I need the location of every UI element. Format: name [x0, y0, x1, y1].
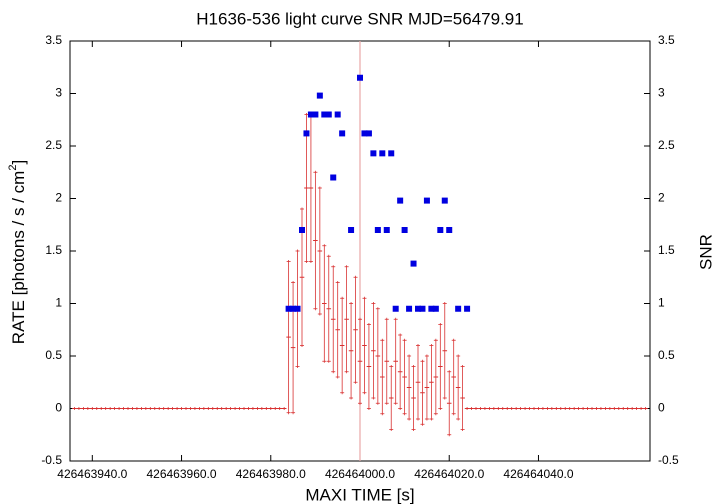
- snr-point: [383, 227, 390, 233]
- snr-point: [388, 150, 395, 157]
- y2-tick-label: 3: [658, 86, 665, 100]
- snr-point: [401, 227, 408, 233]
- y2-tick-label: 1: [658, 296, 665, 310]
- x-tick-label: 426464020.0: [414, 467, 484, 481]
- snr-point: [316, 92, 323, 99]
- snr-point: [437, 227, 444, 233]
- y-axis-label-sup: 2: [7, 165, 19, 171]
- snr-point: [379, 150, 386, 157]
- snr-point: [423, 197, 430, 204]
- snr-point: [330, 174, 337, 181]
- snr-point: [361, 130, 368, 137]
- y2-tick-label: 3.5: [658, 33, 675, 47]
- snr-point: [370, 150, 377, 157]
- x-tick-label: 426463960.0: [146, 467, 216, 481]
- snr-point: [464, 305, 471, 312]
- snr-point: [303, 130, 310, 137]
- y-tick-label: 0: [55, 401, 62, 415]
- snr-point: [415, 305, 421, 312]
- y-axis-label-text: RATE [photons / s / cm: [9, 171, 28, 345]
- y-tick-label: 2.5: [45, 138, 62, 152]
- snr-point: [428, 305, 435, 312]
- snr-point: [397, 197, 404, 204]
- y2-tick-label: 2.5: [658, 138, 675, 152]
- snr-point: [325, 111, 332, 118]
- snr-point: [285, 305, 292, 312]
- y-tick-label: 0.5: [45, 348, 62, 362]
- x-tick-label: 426463940.0: [57, 467, 127, 481]
- y-tick-label: -0.5: [41, 453, 62, 467]
- y-tick-label: 3.5: [45, 33, 62, 47]
- snr-point: [294, 305, 301, 312]
- snr-point: [348, 227, 355, 233]
- y2-tick-label: 1.5: [658, 243, 675, 257]
- snr-point: [357, 74, 363, 81]
- snr-point: [432, 305, 439, 312]
- y2-tick-label: 2: [658, 191, 665, 205]
- y2-tick-label: 0: [658, 401, 665, 415]
- snr-point: [365, 130, 372, 137]
- snr-point: [339, 130, 346, 137]
- y-axis-label-end: ]: [9, 160, 28, 165]
- y2-tick-label: -0.5: [658, 453, 679, 467]
- snr-point: [441, 197, 448, 204]
- x-tick-label: 426463980.0: [236, 467, 306, 481]
- y-axis-label: RATE [photons / s / cm2]: [7, 160, 29, 344]
- y-tick-label: 1.5: [45, 243, 62, 257]
- snr-point: [299, 227, 305, 233]
- snr-point: [334, 111, 341, 118]
- snr-point: [406, 305, 413, 312]
- y-tick-label: 3: [55, 86, 62, 100]
- y2-tick-label: 0.5: [658, 348, 675, 362]
- snr-point: [455, 305, 462, 312]
- snr-point: [374, 227, 381, 233]
- x-tick-label: 426464000.0: [325, 467, 395, 481]
- y2-axis-label: SNR: [696, 234, 715, 270]
- chart-title: H1636-536 light curve SNR MJD=56479.91: [196, 9, 523, 28]
- x-tick-label: 426464040.0: [503, 467, 573, 481]
- snr-point: [410, 260, 417, 267]
- snr-point: [312, 111, 319, 118]
- y-tick-label: 2: [55, 191, 62, 205]
- y-tick-label: 1: [55, 296, 62, 310]
- snr-point: [307, 111, 314, 118]
- snr-point: [392, 305, 399, 312]
- snr-point: [446, 227, 453, 233]
- snr-point: [290, 305, 297, 312]
- snr-point: [419, 305, 426, 312]
- snr-point: [321, 111, 328, 118]
- x-axis-label: MAXI TIME [s]: [305, 485, 414, 504]
